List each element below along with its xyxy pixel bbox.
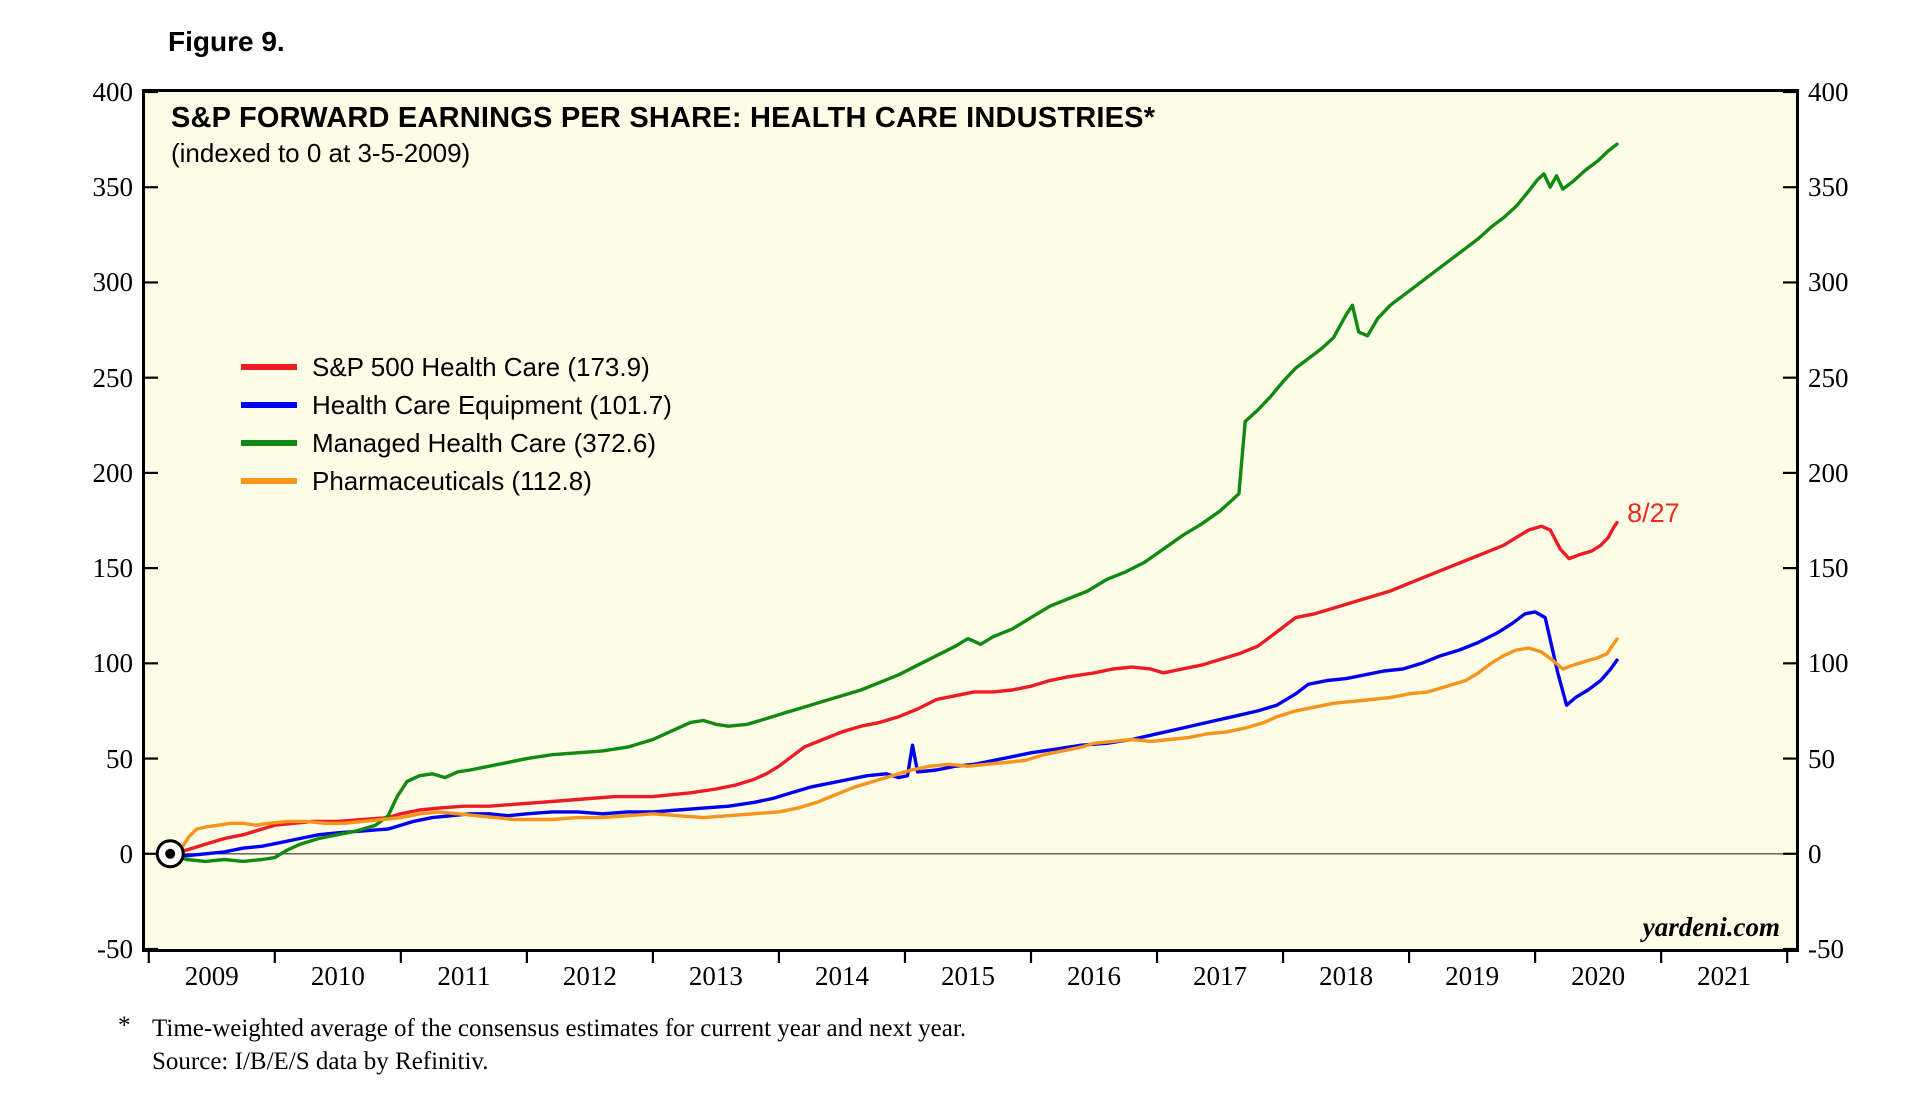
y-axis-label-left: 350: [92, 172, 134, 203]
series-line-2: [168, 142, 1619, 864]
figure-label: Figure 9.: [168, 26, 285, 57]
footnote: * Time-weighted average of the consensus…: [118, 1012, 966, 1078]
watermark: yardeni.com: [1642, 912, 1780, 942]
footnote-lines: Time-weighted average of the consensus e…: [152, 1012, 966, 1078]
legend-item-1: Health Care Equipment (101.7): [241, 386, 672, 424]
series-line-1: [168, 610, 1619, 858]
legend-item-0: S&P 500 Health Care (173.9): [241, 348, 672, 386]
x-axis-label: 2014: [814, 961, 869, 991]
legend-item-2: Managed Health Care (372.6): [241, 424, 672, 462]
x-axis-label: 2016: [1067, 961, 1121, 991]
x-axis-label: 2020: [1571, 961, 1626, 991]
legend-swatch-3: [241, 478, 297, 484]
y-axis-label-left: -50: [97, 934, 133, 964]
footnote-line-1: Time-weighted average of the consensus e…: [152, 1015, 967, 1042]
x-axis-label: 2011: [437, 961, 491, 991]
x-axis-label: 2012: [562, 961, 617, 991]
y-axis-label-left: 300: [92, 267, 134, 298]
start-marker-dot: [165, 848, 176, 859]
y-axis-label-left: 400: [92, 77, 134, 107]
footnote-line-2: Source: I/B/E/S data by Refinitiv.: [152, 1048, 489, 1075]
x-axis-label: 2015: [940, 961, 995, 991]
series-line-3: [168, 637, 1619, 856]
y-axis-label-left: 50: [106, 743, 133, 774]
last-date-annotation: 8/27: [1627, 498, 1680, 528]
x-axis-label: 2019: [1445, 961, 1500, 991]
chart-subtitle: (indexed to 0 at 3-5-2009): [171, 138, 471, 168]
legend-label-1: Health Care Equipment (101.7): [312, 389, 672, 420]
y-axis-label-left: 0: [119, 838, 134, 869]
y-axis-label-left: 150: [92, 553, 134, 584]
x-axis-label: 2017: [1193, 961, 1248, 991]
y-axis-label-right: 100: [1808, 648, 1849, 679]
y-axis-label-left: 250: [92, 362, 134, 393]
x-axis-label: 2013: [688, 961, 743, 991]
footnote-marker: *: [118, 1012, 131, 1039]
x-axis-label: 2018: [1319, 961, 1374, 991]
series-line-0: [168, 520, 1619, 856]
y-axis-label-right: 200: [1808, 457, 1849, 488]
chart-title: S&P FORWARD EARNINGS PER SHARE: HEALTH C…: [171, 102, 1156, 134]
y-axis-label-left: 200: [92, 457, 134, 488]
y-axis-label-right: 50: [1808, 743, 1835, 774]
chart-canvas: 8/27: [145, 90, 1796, 963]
y-axis-label-right: 400: [1808, 77, 1849, 107]
y-axis-label-right: 250: [1808, 362, 1849, 393]
y-axis-label-right: -50: [1808, 934, 1844, 964]
plot-area: 8/27 S&P FORWARD EARNINGS PER SHARE: HEA…: [142, 89, 1799, 963]
x-axis-label: 2009: [184, 961, 239, 991]
legend-swatch-0: [241, 364, 297, 370]
legend-label-0: S&P 500 Health Care (173.9): [312, 351, 650, 382]
legend-item-3: Pharmaceuticals (112.8): [241, 462, 672, 500]
y-axis-label-right: 350: [1808, 172, 1849, 203]
y-axis-label-right: 300: [1808, 267, 1849, 298]
legend-swatch-1: [241, 402, 297, 408]
legend-label-3: Pharmaceuticals (112.8): [312, 465, 592, 496]
x-axis-label: 2010: [310, 961, 365, 991]
legend-swatch-2: [241, 440, 297, 446]
y-axis-label-left: 100: [92, 648, 134, 679]
x-axis-label: 2021: [1697, 961, 1752, 991]
y-axis-label-right: 150: [1808, 553, 1849, 584]
legend-label-2: Managed Health Care (372.6): [312, 427, 656, 458]
y-axis-label-right: 0: [1808, 838, 1822, 869]
chart-title-block: S&P FORWARD EARNINGS PER SHARE: HEALTH C…: [171, 102, 1155, 169]
legend: S&P 500 Health Care (173.9) Health Care E…: [241, 348, 672, 500]
